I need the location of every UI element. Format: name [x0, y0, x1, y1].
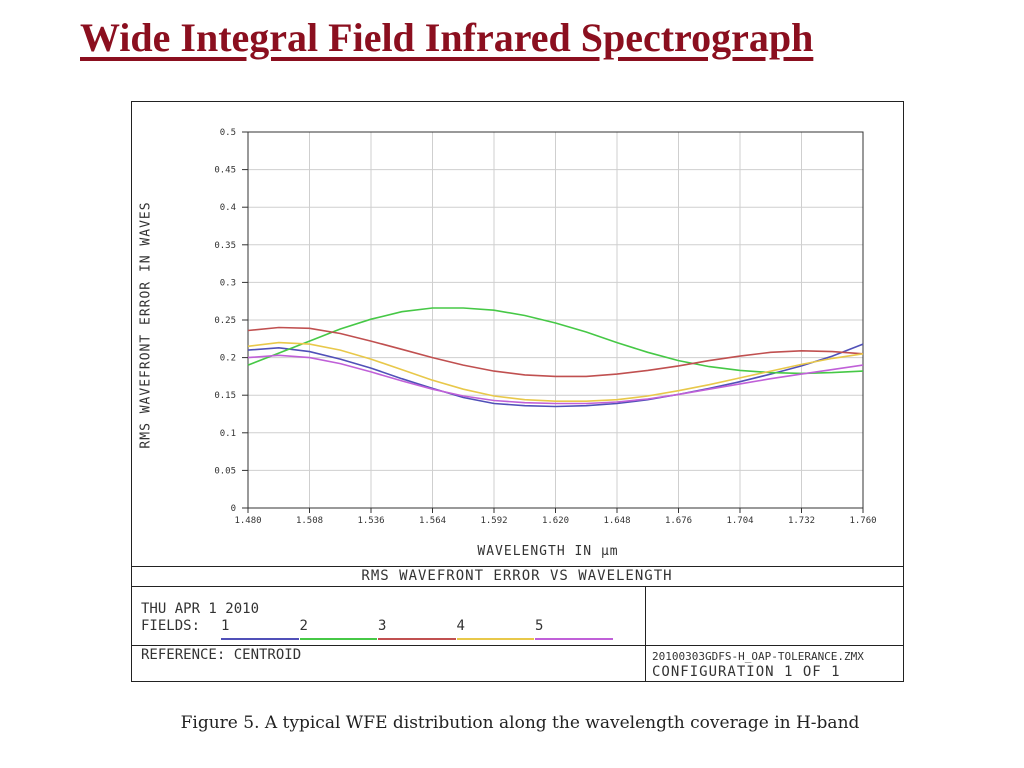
x-tick-label: 1.536	[357, 516, 384, 526]
figure-frame	[131, 101, 904, 682]
file-name: 20100303GDFS-H_OAP-TOLERANCE.ZMX	[652, 650, 864, 663]
legend-field-line	[299, 638, 377, 640]
series-line-field-2	[247, 307, 864, 375]
slide-title: Wide Integral Field Infrared Spectrograp…	[80, 15, 814, 60]
legend-field-line	[378, 638, 456, 640]
y-tick-label: 0.15	[214, 391, 236, 401]
legend-field-number: 3	[378, 618, 387, 634]
y-tick-label: 0.35	[214, 241, 236, 251]
legend-field-line	[221, 638, 299, 640]
x-tick-label: 1.592	[480, 516, 507, 526]
legend-field-line	[456, 638, 534, 640]
legend-field-number: 5	[535, 618, 544, 634]
plot-date: THU APR 1 2010	[141, 601, 260, 617]
x-tick-label: 1.480	[234, 516, 261, 526]
legend-field-line	[535, 638, 613, 640]
info-top-divider	[131, 566, 904, 567]
y-tick-label: 0.4	[220, 203, 236, 213]
y-tick-label: 0.2	[220, 354, 236, 364]
x-tick-label: 1.508	[296, 516, 323, 526]
series-line-field-3	[247, 326, 864, 378]
x-axis-label: WAVELENGTH IN µm	[477, 544, 619, 559]
x-tick-label: 1.760	[849, 516, 876, 526]
y-tick-label: 0.3	[220, 278, 236, 288]
series-line-field-5	[247, 354, 864, 405]
legend-field-number: 4	[456, 618, 465, 634]
info-middle-divider	[131, 645, 904, 646]
figure-caption: Figure 5. A typical WFE distribution alo…	[180, 713, 860, 733]
y-axis-label: RMS WAVEFRONT ERROR IN WAVES	[138, 201, 154, 449]
y-tick-label: 0.05	[214, 466, 236, 476]
plot-area-border	[247, 131, 864, 509]
info-title-divider	[131, 586, 904, 587]
configuration-label: CONFIGURATION 1 OF 1	[652, 664, 841, 680]
y-tick-label: 0.1	[220, 429, 236, 439]
y-tick-label: 0.25	[214, 316, 236, 326]
x-tick-label: 1.648	[603, 516, 630, 526]
x-tick-label: 1.676	[665, 516, 692, 526]
x-tick-label: 1.704	[726, 516, 753, 526]
reference-label: REFERENCE: CENTROID	[141, 647, 302, 663]
y-tick-label: 0	[231, 504, 236, 514]
series-line-field-4	[247, 341, 864, 403]
series-line-field-1	[247, 343, 864, 408]
y-tick-label: 0.45	[214, 166, 236, 176]
info-column-divider	[645, 586, 646, 682]
y-tick-label: 0.5	[220, 128, 236, 138]
legend-field-number: 1	[221, 618, 230, 634]
x-tick-label: 1.620	[542, 516, 569, 526]
x-tick-label: 1.564	[419, 516, 446, 526]
legend-field-number: 2	[299, 618, 308, 634]
x-tick-label: 1.732	[788, 516, 815, 526]
fields-label: FIELDS:	[141, 618, 201, 634]
plot-title: RMS WAVEFRONT ERROR VS WAVELENGTH	[361, 568, 673, 584]
